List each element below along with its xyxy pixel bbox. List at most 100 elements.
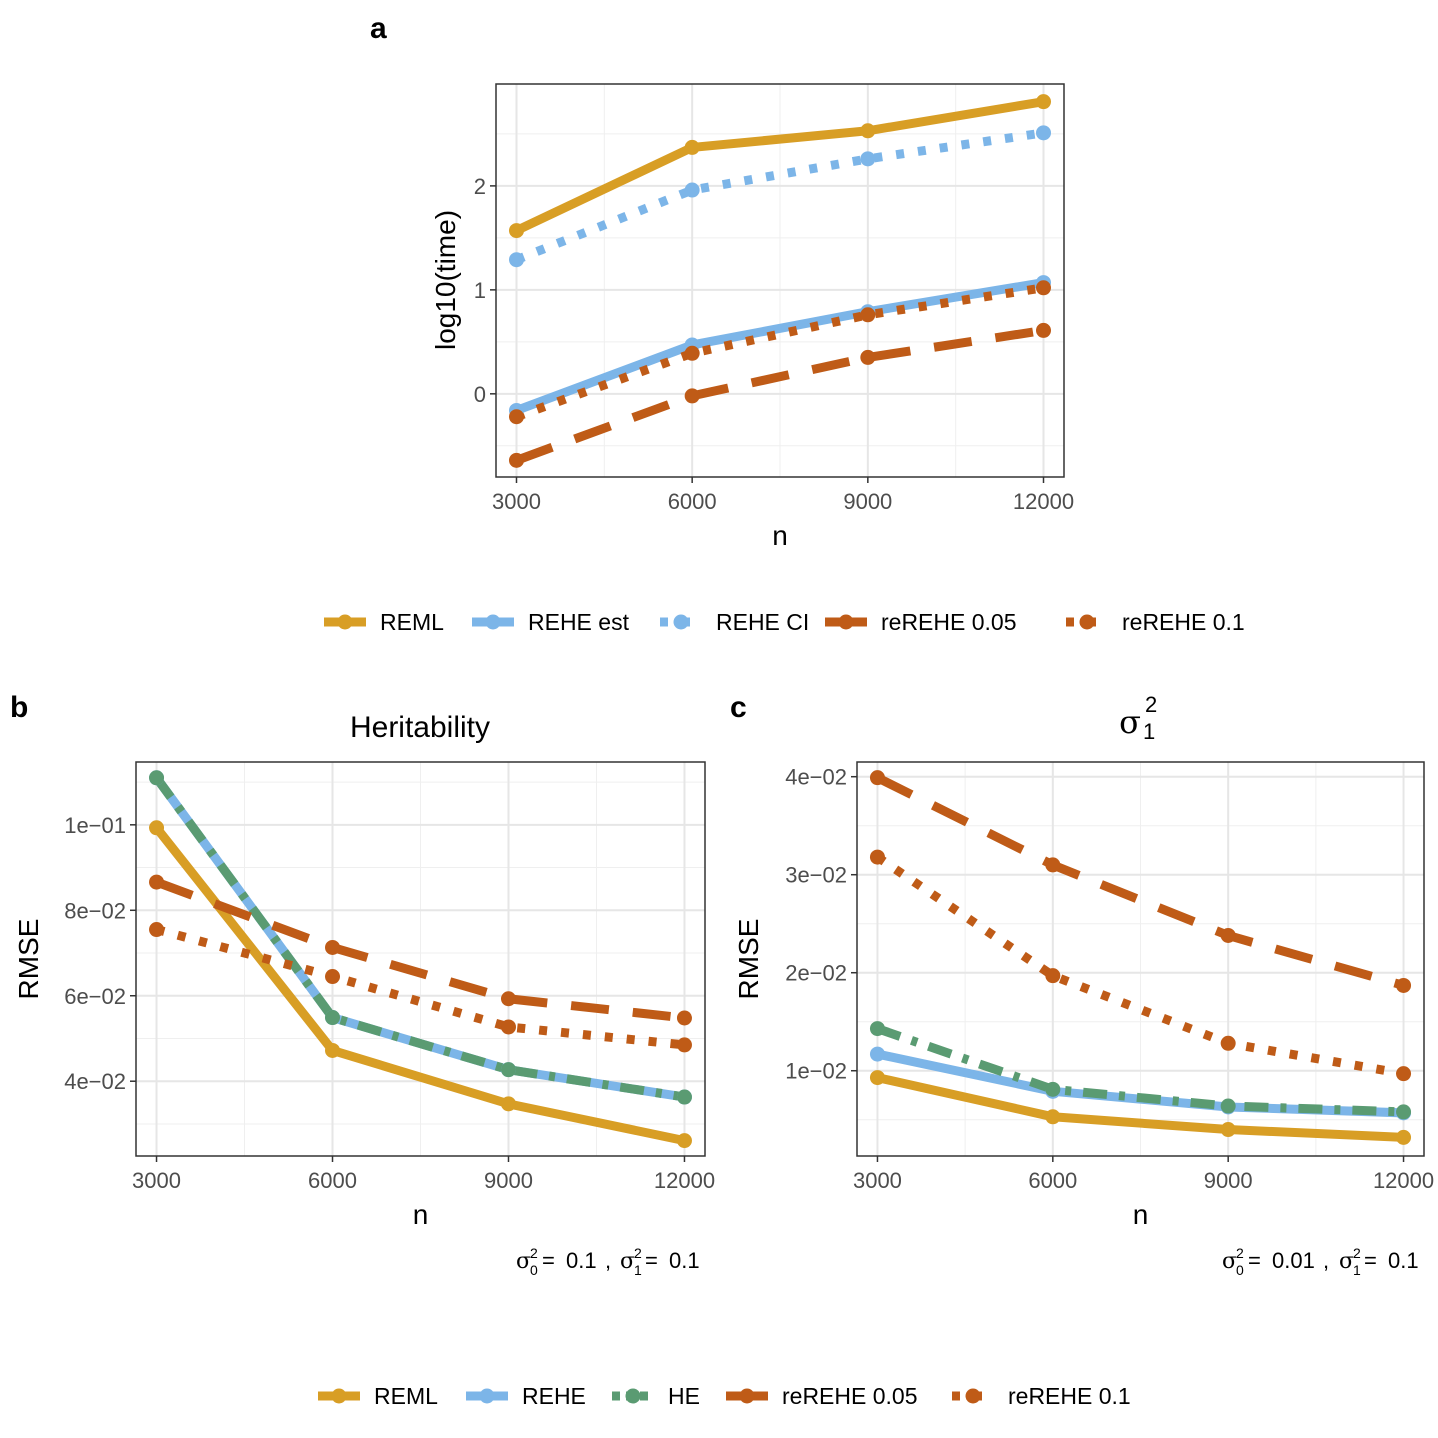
- series-line-rerehe-0-1: [155, 925, 685, 1050]
- svg-text:σ: σ: [1339, 1249, 1354, 1274]
- legend-item-rerehe-0-1: reREHE 0.1: [952, 1383, 1131, 1409]
- panel-c-caption: σ 2 0 = 0.01 , σ 2 1 = 0.1: [1222, 1245, 1419, 1278]
- data-point-reml: [860, 123, 876, 139]
- panel-label-a: a: [370, 12, 387, 45]
- legend-label: reREHE 0.05: [881, 609, 1017, 635]
- legend-item-he: HE: [612, 1383, 700, 1409]
- svg-text:0: 0: [1236, 1262, 1244, 1278]
- data-point-he: [325, 1010, 341, 1026]
- svg-text:=: =: [645, 1248, 658, 1273]
- series-line-rerehe-0-05: [154, 877, 685, 1023]
- legend-key-point: [838, 614, 854, 630]
- legend-label: REHE CI: [716, 609, 809, 635]
- y-tick-label: 4e−02: [785, 765, 847, 790]
- plot-border: [856, 761, 1425, 1157]
- panel-c-title: σ 2 1: [1119, 692, 1157, 744]
- y-tick-label: 4e−02: [64, 1069, 126, 1094]
- data-point-rehe-ci: [684, 182, 700, 198]
- panel-b-title: Heritability: [350, 711, 490, 744]
- y-tick-label: 1e−01: [64, 813, 126, 838]
- x-axis-label: n: [772, 520, 788, 551]
- data-point-rerehe-0-1: [684, 345, 700, 361]
- y-tick-label: 0: [474, 382, 486, 407]
- data-point-he: [1045, 1081, 1061, 1097]
- series-line-rerehe-0-1: [874, 853, 1405, 1079]
- legend-item-rehe-ci: REHE CI: [660, 609, 809, 635]
- data-point-rerehe-0-1: [1396, 1066, 1412, 1082]
- data-point-rerehe-0-05: [684, 388, 700, 404]
- data-point-rerehe-0-1: [500, 1019, 516, 1035]
- legend-item-rehe-est: REHE est: [472, 609, 630, 635]
- legend-item-reml: REML: [318, 1383, 438, 1409]
- legend-label: REHE est: [528, 609, 630, 635]
- x-tick-label: 9000: [843, 489, 892, 514]
- x-axis-label: n: [1133, 1199, 1149, 1230]
- data-point-rerehe-0-05: [869, 770, 885, 786]
- data-point-rerehe-0-05: [676, 1010, 692, 1026]
- series-line-reml: [876, 1073, 1404, 1142]
- panel-a-time-chart: 3000 6000 9000 12000 0 1 2 n log10(time): [430, 83, 1074, 551]
- x-tick-label: 6000: [1028, 1168, 1077, 1193]
- data-point-rerehe-0-05: [500, 991, 516, 1007]
- y-axis-label: log10(time): [430, 210, 461, 350]
- x-tick-label: 6000: [668, 489, 717, 514]
- legend-key-point: [331, 1388, 347, 1404]
- y-tick-label: 2: [474, 174, 486, 199]
- legend-key-point: [673, 614, 689, 630]
- legend-key-point: [479, 1388, 495, 1404]
- x-tick-label: 12000: [654, 1168, 715, 1193]
- svg-text:=: =: [542, 1248, 555, 1273]
- legend-key-point: [965, 1388, 981, 1404]
- svg-text:=: =: [1364, 1248, 1377, 1273]
- legend-item-rerehe-0-1: reREHE 0.1: [1066, 609, 1245, 635]
- x-tick-label: 3000: [492, 489, 541, 514]
- data-point-he: [1220, 1098, 1236, 1114]
- y-tick-label: 8e−02: [64, 898, 126, 923]
- y-tick-label: 1e−02: [785, 1059, 847, 1084]
- data-point-rerehe-0-1: [676, 1037, 692, 1053]
- legend-key-point: [485, 614, 501, 630]
- svg-text:0: 0: [530, 1262, 538, 1278]
- data-point-reml: [500, 1096, 516, 1112]
- data-point-rerehe-0-05: [860, 349, 876, 365]
- data-point-he: [676, 1089, 692, 1105]
- data-point-reml: [325, 1042, 341, 1058]
- svg-text:=: =: [1248, 1248, 1261, 1273]
- y-tick-label: 3e−02: [785, 863, 847, 888]
- x-tick-label: 9000: [1204, 1168, 1253, 1193]
- y-tick-label: 6e−02: [64, 984, 126, 1009]
- panel-label-b: b: [10, 691, 28, 724]
- x-tick-label: 6000: [308, 1168, 357, 1193]
- data-point-he: [500, 1062, 516, 1078]
- x-tick-label: 3000: [853, 1168, 902, 1193]
- data-point-rerehe-0-1: [325, 969, 341, 985]
- data-point-reml: [1045, 1109, 1061, 1125]
- plot-border: [495, 83, 1065, 478]
- series-line-rerehe-0-05: [514, 325, 1045, 465]
- series-line-he: [152, 775, 686, 1102]
- caption-b-s1: 0.1: [669, 1248, 700, 1273]
- data-point-rehe: [869, 1046, 885, 1062]
- data-point-rerehe-0-05: [1036, 322, 1052, 338]
- data-point-reml: [684, 139, 700, 155]
- legend-key-point: [625, 1388, 641, 1404]
- data-point-reml: [1220, 1122, 1236, 1138]
- legend-label: reREHE 0.1: [1008, 1383, 1131, 1409]
- series-line-rerehe-0-1: [514, 283, 1045, 421]
- legend-label: HE: [668, 1383, 700, 1409]
- series-line-reml: [514, 97, 1045, 235]
- data-point-rehe-ci: [860, 151, 876, 167]
- data-point-he: [1396, 1104, 1412, 1120]
- legend-key-point: [337, 614, 353, 630]
- series-line-rehe-ci: [514, 128, 1045, 264]
- data-point-he: [149, 770, 165, 786]
- svg-text:2: 2: [1353, 1245, 1361, 1261]
- x-tick-label: 12000: [1373, 1168, 1434, 1193]
- x-axis-label: n: [413, 1199, 429, 1230]
- data-point-he: [869, 1021, 885, 1037]
- superscript-2: 2: [1145, 692, 1157, 717]
- legend-label: reREHE 0.05: [782, 1383, 918, 1409]
- x-tick-label: 12000: [1013, 489, 1074, 514]
- caption-c-s0: 0.01: [1272, 1248, 1315, 1273]
